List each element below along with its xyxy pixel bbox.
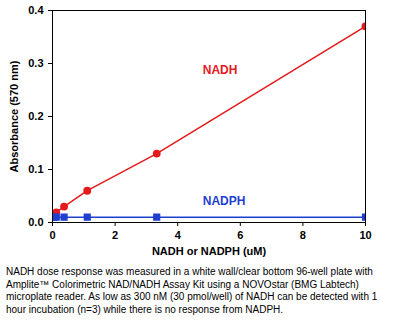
svg-text:0.4: 0.4 bbox=[28, 4, 44, 16]
svg-text:8: 8 bbox=[300, 229, 306, 241]
svg-text:NADH: NADH bbox=[203, 63, 238, 77]
svg-text:0.1: 0.1 bbox=[28, 163, 43, 175]
svg-text:2: 2 bbox=[112, 229, 118, 241]
svg-text:4: 4 bbox=[175, 229, 182, 241]
svg-text:NADPH: NADPH bbox=[203, 194, 246, 208]
svg-text:6: 6 bbox=[237, 229, 243, 241]
svg-text:0: 0 bbox=[49, 229, 55, 241]
svg-text:NADH or NADPH (uM): NADH or NADPH (uM) bbox=[152, 245, 267, 257]
svg-text:10: 10 bbox=[359, 229, 371, 241]
svg-text:0.3: 0.3 bbox=[28, 57, 43, 69]
svg-text:0.2: 0.2 bbox=[28, 110, 43, 122]
html-text:NADH dose response was measure: NADH dose response was measured in a whi… bbox=[6, 266, 378, 315]
svg-text:Absorbance (570 nm): Absorbance (570 nm) bbox=[8, 60, 20, 172]
svg-text:0.0: 0.0 bbox=[28, 216, 43, 228]
